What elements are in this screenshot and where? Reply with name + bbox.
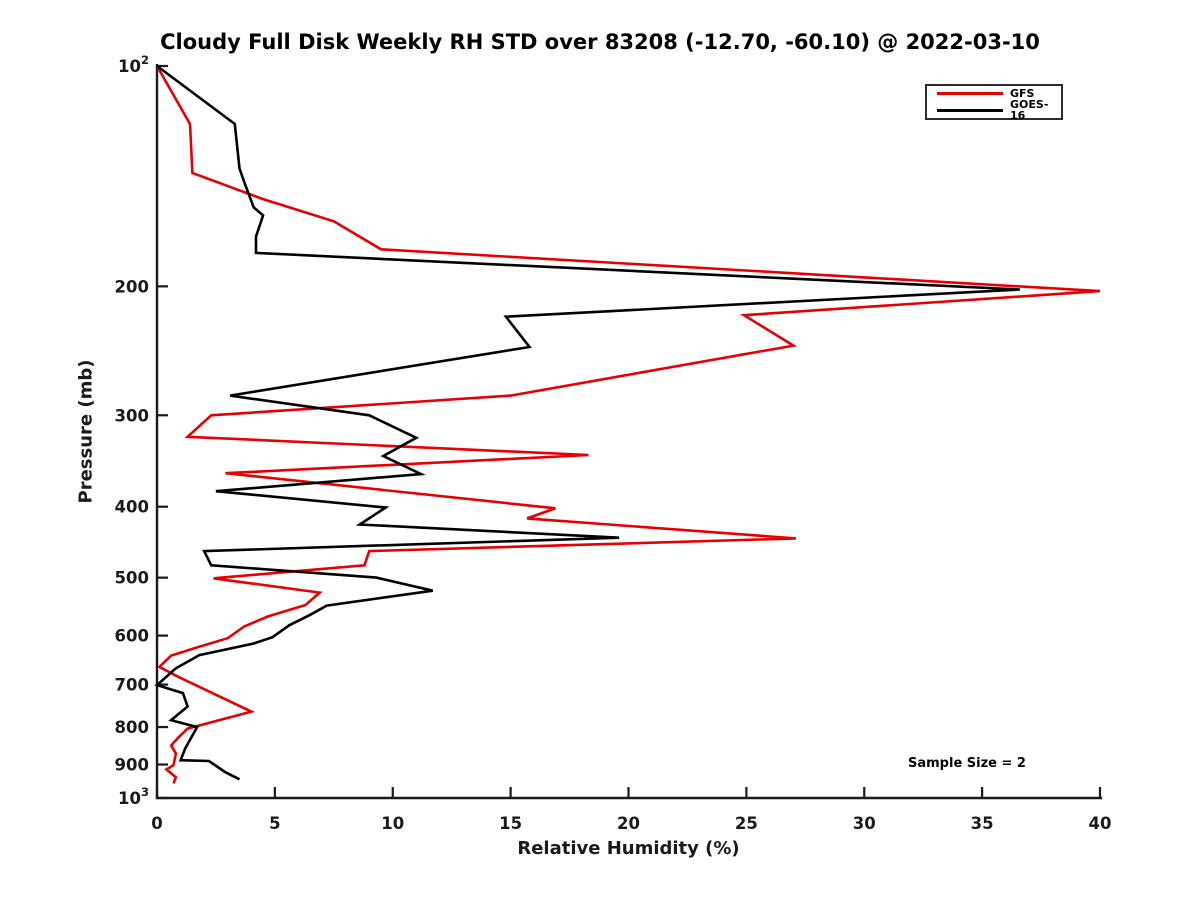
y-tick-label: 500 <box>115 569 149 588</box>
y-tick-label: 800 <box>115 718 149 737</box>
legend-entry-gfs: GFS <box>937 88 1053 99</box>
y-tick-label: 700 <box>115 676 149 695</box>
sample-size-annotation: Sample Size = 2 <box>908 756 1026 771</box>
legend-entry-goes16: GOES-16 <box>937 99 1053 121</box>
legend-label-gfs: GFS <box>1010 87 1035 100</box>
gfs-line-swatch <box>937 92 1003 95</box>
x-tick-label: 25 <box>735 814 758 833</box>
legend-box: GFS GOES-16 <box>925 84 1063 121</box>
x-tick-label: 40 <box>1089 814 1112 833</box>
x-tick-label: 0 <box>151 814 162 833</box>
chart-title: Cloudy Full Disk Weekly RH STD over 8320… <box>160 30 1040 54</box>
y-tick-label: 200 <box>115 277 149 296</box>
y-tick-label: 900 <box>115 756 149 775</box>
y-axis-label: Pressure (mb) <box>75 359 97 504</box>
x-tick-label: 5 <box>269 814 280 833</box>
y-tick-label: 300 <box>115 406 149 425</box>
y-tick-label: 600 <box>115 627 149 646</box>
x-tick-label: 15 <box>499 814 522 833</box>
y-tick-label: 400 <box>115 498 149 517</box>
x-tick-label: 35 <box>971 814 994 833</box>
x-tick-label: 20 <box>617 814 640 833</box>
x-tick-label: 10 <box>381 814 404 833</box>
x-axis-label: Relative Humidity (%) <box>517 838 740 859</box>
y-tick-label: 102 <box>118 53 149 76</box>
y-tick-label: 103 <box>118 785 149 808</box>
legend-label-goes16: GOES-16 <box>1010 98 1049 122</box>
series-line-gfs <box>155 65 1101 784</box>
x-tick-label: 30 <box>853 814 876 833</box>
series-line-goes-16 <box>154 64 1020 781</box>
goes16-line-swatch <box>937 108 1003 112</box>
data-series <box>154 64 1101 784</box>
axes <box>155 64 1102 800</box>
